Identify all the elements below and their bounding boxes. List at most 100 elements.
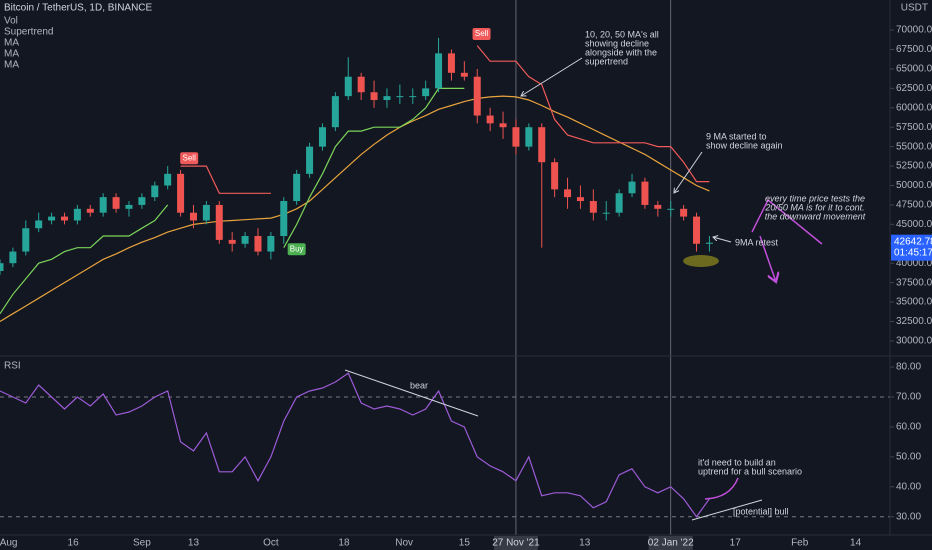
countdown: 01:45:17 <box>894 247 932 258</box>
candle-body <box>641 181 649 205</box>
x-tick-label: Aug <box>0 538 17 549</box>
y-tick-label: 32500.00 <box>896 316 932 327</box>
indicator-label: MA <box>4 60 19 71</box>
y-tick-label: 60.00 <box>896 422 921 433</box>
y-tick-label: 62500.00 <box>896 83 932 94</box>
x-tick-label: 14 <box>850 538 862 549</box>
candle-body <box>525 127 533 147</box>
candle-body <box>177 173 185 213</box>
candle-body <box>202 204 210 221</box>
x-tick-label: 13 <box>579 538 591 549</box>
signal-label: Sell <box>475 29 489 38</box>
candle-body <box>331 96 339 128</box>
candle-body <box>499 123 507 128</box>
candle-body <box>22 228 30 252</box>
y-tick-label: 35000.00 <box>896 297 932 308</box>
candle-body <box>293 173 301 202</box>
y-tick-label: 65000.00 <box>896 64 932 75</box>
candle-body <box>589 201 597 213</box>
candle-body <box>48 216 56 221</box>
x-tick-highlight <box>493 536 538 550</box>
y-tick-label: 40000.00 <box>896 258 932 269</box>
annotation: supertrend <box>585 56 628 66</box>
indicator-label: MA <box>4 38 19 49</box>
candle-body <box>564 189 572 198</box>
candle-body <box>473 76 481 116</box>
drawing <box>704 477 739 500</box>
signal-badge <box>180 152 199 165</box>
candle-body <box>667 208 675 210</box>
y-tick-label: 67500.00 <box>896 44 932 55</box>
annotation: bear <box>410 380 428 390</box>
candle-body <box>435 53 443 89</box>
annotation: uptrend for a bull scenario <box>698 466 802 476</box>
candle-body <box>164 173 172 186</box>
overlay-line <box>180 45 710 194</box>
price-tag <box>891 234 932 261</box>
annotation: showing decline <box>585 38 649 48</box>
y-tick-label: 80.00 <box>896 362 921 373</box>
candle-body <box>693 216 701 244</box>
y-tick-label: 60000.00 <box>896 102 932 113</box>
candle-body <box>267 236 275 252</box>
indicator-label: Supertrend <box>4 27 53 38</box>
candle-body <box>680 208 688 217</box>
y-tick-label: 40.00 <box>896 481 921 492</box>
x-tick-label: Sep <box>133 538 151 549</box>
x-tick-label: Feb <box>791 538 809 549</box>
y-tick-label: 70.00 <box>896 392 921 403</box>
candle-body <box>409 96 417 98</box>
y-tick-label: 52500.00 <box>896 161 932 172</box>
candle-body <box>705 242 713 244</box>
candle-body <box>228 239 236 244</box>
candle-body <box>602 212 610 214</box>
y-tick-label: 37500.00 <box>896 277 932 288</box>
arrow <box>713 237 732 243</box>
candle-body <box>9 251 17 264</box>
candle-body <box>138 197 146 205</box>
candle-body <box>460 72 468 77</box>
annotation: 9 MA started to <box>706 131 767 141</box>
candle-body <box>73 208 81 221</box>
signal-badge <box>472 27 491 40</box>
rsi-line <box>0 372 710 518</box>
rsi-label: RSI <box>4 361 21 372</box>
x-tick-label: 15 <box>459 538 471 549</box>
signal-label: Sell <box>183 153 197 162</box>
signal-label: Buy <box>290 244 304 253</box>
annotation: it'd need to build an <box>698 457 776 467</box>
candle-body <box>551 162 559 190</box>
chart-title: Bitcoin / TetherUS, 1D, BINANCE <box>4 3 153 14</box>
candle-body <box>576 197 584 202</box>
x-tick-label: 17 <box>730 538 742 549</box>
y-tick-label: 50000.00 <box>896 180 932 191</box>
annotation: every time price tests the <box>765 193 865 203</box>
annotation: the downward movement <box>765 211 866 221</box>
candle-body <box>538 127 546 163</box>
candle-body <box>422 88 430 97</box>
candle-body <box>151 185 159 198</box>
candle-body <box>447 53 455 73</box>
highlight <box>683 255 719 267</box>
candle-body <box>280 201 288 237</box>
candle-body <box>215 204 223 240</box>
candle-body <box>628 181 636 194</box>
candle-body <box>370 92 378 101</box>
trend-line <box>691 499 763 521</box>
overlay-line <box>0 87 465 315</box>
x-tick-highlight <box>648 536 693 550</box>
drawing <box>751 198 823 245</box>
x-tick-label: Oct <box>263 538 279 549</box>
candle-body <box>318 127 326 147</box>
candle-body <box>512 127 520 147</box>
price-tag-label: 42642.78 <box>894 236 932 247</box>
x-tick-label: 18 <box>338 538 350 549</box>
annotation: 10, 20, 50 MA's all <box>585 29 659 39</box>
candle-body <box>35 220 43 229</box>
candle-body <box>306 146 314 174</box>
annotation: alongside with the <box>585 47 657 57</box>
candle-body <box>60 216 68 221</box>
currency[interactable]: USDT <box>901 3 928 14</box>
candle-body <box>189 212 197 221</box>
